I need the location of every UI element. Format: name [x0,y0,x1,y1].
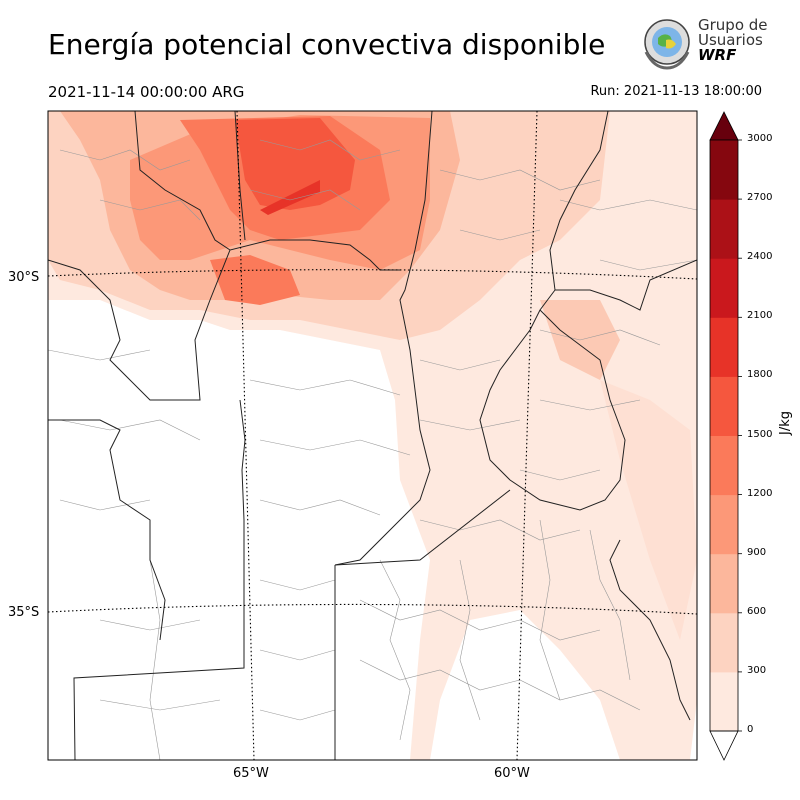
colorbar-segment [710,435,738,496]
lon-label-65w: 65°W [233,766,269,781]
colorbar-tick-label: 300 [747,664,767,676]
colorbar-segment [710,671,738,732]
parallel-35s [47,603,698,615]
colorbar-tick-label: 1200 [747,487,773,499]
colorbar-tick-label: 600 [747,605,767,617]
colorbar-segment [710,317,738,377]
colorbar-segment [710,494,738,555]
meridian-60w [516,110,538,761]
graticule [47,110,698,761]
colorbar-unit: J/kg [778,411,793,435]
cape-level-1800 [260,180,320,215]
colorbar-tick-marks [738,139,742,732]
colorbar-under-arrow [709,730,739,761]
colorbar-segment [710,612,738,673]
logo-line-3: WRF [698,46,737,64]
colorbar-tick-label: 1800 [747,369,773,381]
colorbar-tick-label: 2100 [747,310,773,322]
logo-line-2: Usuarios [698,31,763,49]
colorbar-segment [710,199,738,259]
logo-text: Grupo de Usuarios WRF [698,18,768,63]
province-boundaries [48,111,697,760]
wrf-globe-icon [644,19,690,70]
cape-level-1200-b [210,255,300,305]
colorbar-tick-label: 1500 [747,428,773,440]
wrf-group-logo: Grupo de Usuarios WRF [638,16,768,72]
colorbar-segment [710,553,738,614]
colorbar-tick-label: 2700 [747,192,773,204]
parallel-30s [47,269,698,280]
colorbar-tick-label: 0 [747,724,754,735]
colorbar-tick-label: 3000 [747,133,773,144]
colorbar-segment [710,140,738,200]
valid-time: 2021-11-14 00:00:00 ARG [48,83,245,101]
department-boundaries [48,139,697,760]
lon-label-60w: 60°W [494,766,530,781]
lat-label-35s: 35°S [8,605,40,620]
run-time: Run: 2021-11-13 18:00:00 [590,84,762,99]
colorbar-over-arrow [709,111,739,141]
meridian-65w [236,110,255,761]
map-title: Energía potencial convectiva disponible [48,28,606,61]
colorbar [709,111,742,761]
logo-line-1: Grupo de [698,16,768,34]
map-frame [47,110,698,761]
lat-label-30s: 30°S [8,270,40,285]
colorbar-segment [710,258,738,318]
colorbar-tick-label: 2400 [747,251,773,263]
colorbar-tick-label: 900 [747,546,767,558]
colorbar-segment [710,376,738,436]
colorbar-segments [710,140,738,732]
